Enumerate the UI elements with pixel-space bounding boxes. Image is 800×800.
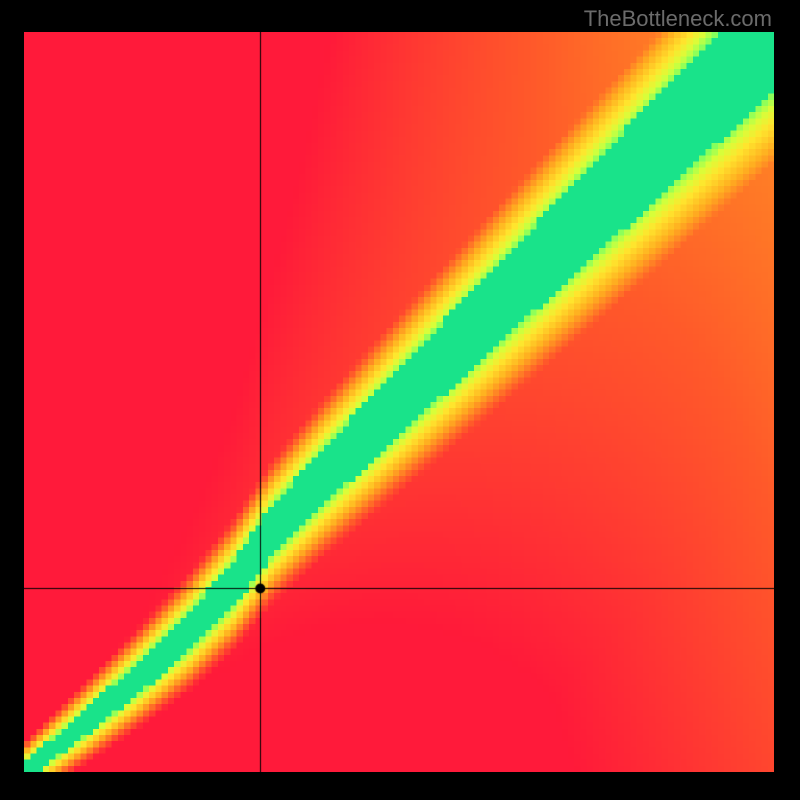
crosshair-overlay [24,32,774,772]
watermark-text: TheBottleneck.com [584,6,772,32]
page-root: TheBottleneck.com [0,0,800,800]
